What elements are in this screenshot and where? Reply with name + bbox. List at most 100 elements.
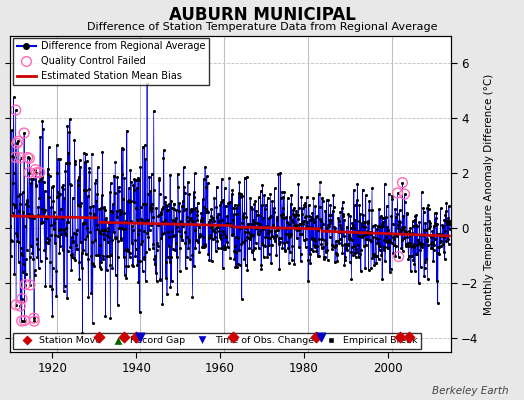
Point (137, 240, 146, 247)
Point (444, 240, 453, 247)
Point (375, 206, 383, 212)
Point (7, 238, 16, 244)
Point (438, 232, 446, 239)
Point (142, 201, 150, 208)
Point (121, 271, 129, 278)
Point (136, 164, 145, 170)
Point (185, 208, 194, 215)
Point (373, 253, 381, 260)
Point (223, 238, 231, 245)
Point (288, 217, 296, 223)
Point (182, 214, 191, 220)
Point (443, 218, 451, 225)
Point (372, 260, 380, 266)
Point (290, 261, 299, 268)
Point (413, 251, 422, 258)
Point (93, 222, 101, 228)
Point (248, 232, 257, 238)
Point (442, 238, 450, 245)
Point (414, 238, 423, 245)
Point (204, 250, 212, 257)
Point (253, 220, 261, 226)
Point (403, 242, 412, 249)
Point (220, 243, 228, 249)
Point (35, 264, 43, 271)
Point (121, 226, 129, 232)
Point (29, 215, 38, 221)
Point (274, 227, 282, 233)
Point (289, 207, 297, 213)
Point (440, 248, 448, 255)
Point (406, 232, 414, 238)
Point (345, 259, 354, 265)
Point (344, 232, 353, 238)
Point (50, 220, 58, 226)
Point (234, 190, 243, 196)
Point (78, 250, 86, 256)
Point (157, 210, 165, 217)
Point (38, 205, 46, 212)
Point (74, 182, 82, 188)
Point (380, 237, 388, 243)
Point (125, 250, 134, 256)
Point (113, 174, 122, 180)
Point (240, 256, 248, 263)
Point (232, 248, 241, 255)
Point (19, 260, 28, 267)
Point (111, 190, 119, 196)
Point (34, 204, 42, 210)
Point (31, 272, 39, 278)
Point (132, 205, 140, 211)
Point (58, 184, 67, 190)
Point (260, 224, 269, 231)
Point (81, 220, 90, 226)
Point (347, 249, 355, 255)
Point (251, 224, 259, 231)
Point (133, 217, 141, 223)
Point (163, 203, 171, 209)
Point (351, 250, 359, 256)
Point (346, 213, 355, 219)
Point (339, 199, 347, 205)
Point (424, 202, 432, 208)
Point (286, 233, 294, 240)
Point (105, 253, 114, 260)
Point (118, 171, 126, 177)
Point (33, 254, 41, 260)
Point (407, 230, 416, 236)
Point (189, 189, 198, 195)
Point (362, 192, 370, 198)
Point (157, 209, 165, 215)
Point (76, 202, 84, 209)
Point (87, 290, 95, 296)
Point (137, 204, 145, 210)
Point (277, 235, 286, 241)
Point (40, 188, 49, 194)
Point (349, 252, 357, 258)
Point (334, 214, 342, 221)
Point (201, 243, 209, 250)
Point (90, 211, 98, 217)
Point (407, 268, 415, 274)
Point (425, 223, 434, 229)
Point (7, 253, 15, 260)
Point (323, 257, 332, 264)
Point (152, 205, 160, 211)
Point (152, 247, 161, 254)
Point (70, 254, 78, 261)
Point (332, 250, 341, 256)
Point (365, 237, 374, 244)
Point (219, 265, 227, 272)
Point (321, 237, 329, 243)
Point (246, 235, 255, 242)
Point (165, 242, 173, 249)
Point (24, 203, 32, 209)
Point (281, 231, 290, 237)
Point (443, 221, 452, 228)
Point (191, 227, 199, 233)
Point (427, 245, 435, 251)
Point (422, 236, 431, 242)
Point (389, 250, 398, 257)
Point (307, 224, 315, 230)
Point (63, 123, 72, 129)
